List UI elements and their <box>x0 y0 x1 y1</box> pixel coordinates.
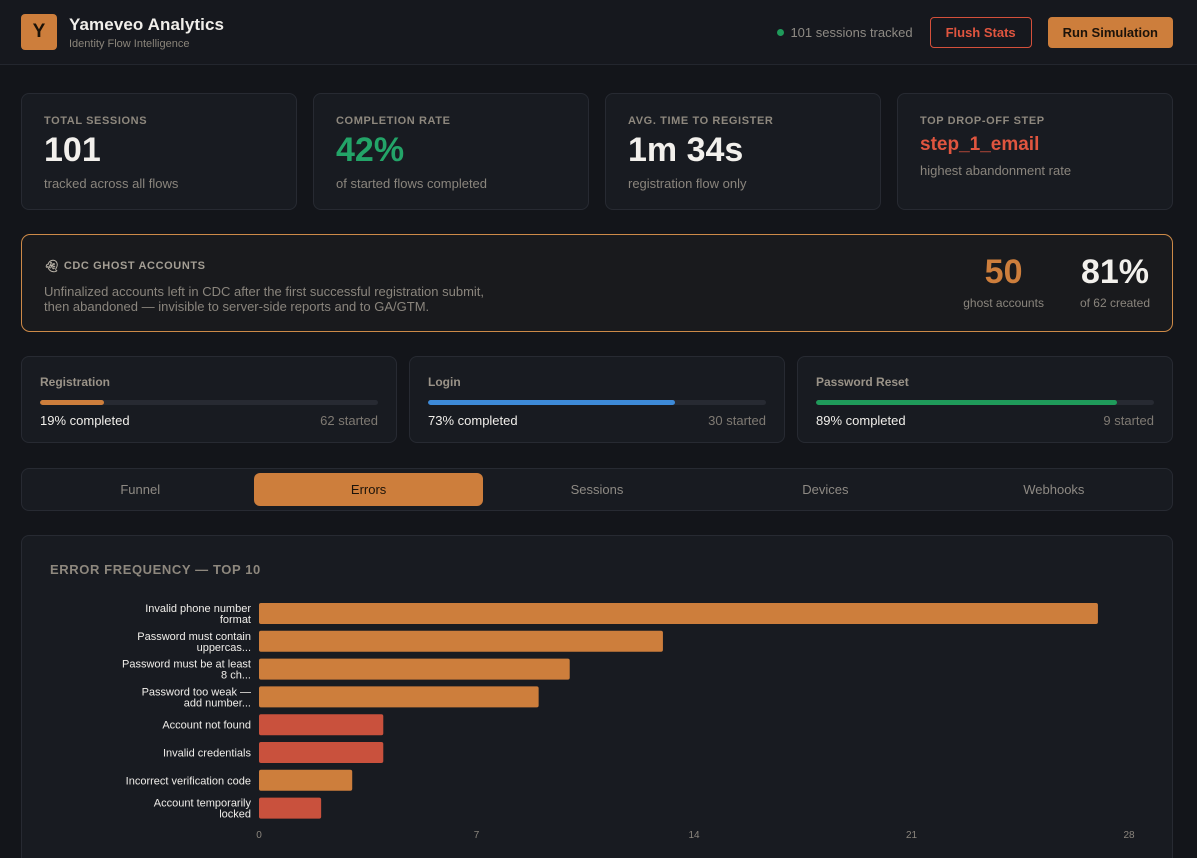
flow-footer: 73% completed 30 started <box>428 413 766 428</box>
kpi-sub: of started flows completed <box>336 176 488 192</box>
flow-name: Login <box>428 375 461 389</box>
flow-card-registration: Registration 19% completed 62 started <box>21 356 397 443</box>
tab-funnel[interactable]: Funnel <box>120 482 161 497</box>
flow-started: 30 started <box>708 413 766 428</box>
kpi-value: 1m 34s <box>628 131 744 169</box>
ghost-text: 👻︎ CDC GHOST ACCOUNTS Unfinalized accoun… <box>44 259 514 314</box>
error-category-label: Password must be at least 8 ch... <box>122 659 251 682</box>
flow-completed: 19% completed <box>40 413 130 428</box>
error-category-label: Password too weak — add number... <box>142 686 251 709</box>
kpi-value: step_1_email <box>920 134 1040 155</box>
error-frequency-chart: Invalid phone number format Password must … <box>122 603 1135 841</box>
kpi-card-avg-time: AVG. TIME TO REGISTER 1m 34s registratio… <box>605 93 881 210</box>
tab-errors[interactable]: Errors <box>254 473 483 506</box>
ghost-accounts-panel: 👻︎ CDC GHOST ACCOUNTS Unfinalized accoun… <box>21 234 1173 332</box>
kpi-label: TOTAL SESSIONS <box>44 115 148 127</box>
error-frequency-panel: ERROR FREQUENCY — TOP 10 Invalid phone n… <box>21 535 1173 858</box>
flush-stats-button[interactable]: Flush Stats <box>929 16 1032 48</box>
app-header: Y Yameveo Analytics Identity Flow Intell… <box>0 0 1197 65</box>
flow-completed: 89% completed <box>816 413 906 428</box>
flow-progress-track <box>428 400 766 405</box>
ghost-count-stat: 50 ghost accounts <box>963 253 1044 310</box>
header-actions: 101 sessions tracked Flush Stats Run Sim… <box>777 16 1173 48</box>
flow-started: 62 started <box>320 413 378 428</box>
live-status-dot-icon <box>777 28 785 36</box>
tab-devices[interactable]: Devices <box>802 482 849 497</box>
flow-progress-track <box>816 400 1154 405</box>
flow-name: Registration <box>40 375 111 389</box>
tab-bar: Funnel Errors Sessions Devices Webhooks <box>21 468 1173 511</box>
kpi-value: 101 <box>44 131 101 169</box>
ghost-count-label: ghost accounts <box>963 296 1044 310</box>
kpi-label: COMPLETION RATE <box>336 115 451 127</box>
logo-badge: Y <box>21 14 57 50</box>
flow-name: Password Reset <box>816 375 909 389</box>
flow-card-password-reset: Password Reset 89% completed 9 started <box>797 356 1173 443</box>
ghost-desc-line-2: then abandoned — invisible to server-sid… <box>44 299 430 314</box>
error-category-label: Invalid phone number format <box>145 603 251 626</box>
error-bar <box>259 603 1098 624</box>
error-bar <box>259 797 322 819</box>
kpi-card-top-drop-off: TOP DROP-OFF STEP step_1_email highest a… <box>897 93 1173 210</box>
ghost-stats: 50 ghost accounts 81% of 62 created <box>963 253 1150 310</box>
sessions-tracked-text: 101 sessions tracked <box>790 24 913 40</box>
x-tick-label: 14 <box>688 830 700 841</box>
ghost-percent-stat: 81% of 62 created <box>1080 253 1150 310</box>
ghost-percent-label: of 62 created <box>1079 296 1150 310</box>
flow-progress-fill <box>40 400 105 405</box>
ghost-label: CDC GHOST ACCOUNTS <box>63 260 206 272</box>
kpi-card-completion-rate: COMPLETION RATE 42% of started flows com… <box>313 93 589 210</box>
chart-title: ERROR FREQUENCY — TOP 10 <box>50 562 261 577</box>
ghost-icon: 👻︎ <box>44 259 60 273</box>
ghost-accounts-heading: 👻︎ CDC GHOST ACCOUNTS <box>44 259 514 273</box>
flow-card-login: Login 73% completed 30 started <box>409 356 785 443</box>
error-bar <box>259 630 663 652</box>
flow-footer: 19% completed 62 started <box>40 413 378 428</box>
flow-completed: 73% completed <box>428 413 518 428</box>
brand: Yameveo Analytics Identity Flow Intellig… <box>69 15 224 50</box>
tab-webhooks[interactable]: Webhooks <box>1023 482 1085 497</box>
ghost-percent-value: 81% <box>1080 253 1149 291</box>
error-bar <box>259 742 384 763</box>
x-tick-label: 21 <box>906 830 918 841</box>
x-tick-label: 7 <box>474 830 480 841</box>
kpi-sub: tracked across all flows <box>44 176 179 192</box>
flow-progress-fill <box>428 400 675 405</box>
flow-progress-track <box>40 400 378 405</box>
flow-started: 9 started <box>1103 413 1154 428</box>
error-bar <box>259 769 353 791</box>
error-category-label: Account not found <box>162 720 251 732</box>
ghost-description: Unfinalized accounts left in CDC after t… <box>44 284 514 314</box>
error-bar <box>259 714 384 736</box>
app-subtitle: Identity Flow Intelligence <box>69 37 190 50</box>
kpi-value: 42% <box>336 131 405 169</box>
run-simulation-button[interactable]: Run Simulation <box>1047 16 1173 48</box>
tab-sessions[interactable]: Sessions <box>570 482 624 497</box>
error-category-label: Invalid credentials <box>163 748 252 760</box>
error-category-label: Account temporarily locked <box>154 798 252 821</box>
kpi-sub: highest abandonment rate <box>920 162 1072 178</box>
flow-footer: 89% completed 9 started <box>816 413 1154 428</box>
x-tick-label: 28 <box>1123 830 1135 841</box>
kpi-label: TOP DROP-OFF STEP <box>920 115 1045 127</box>
error-category-label: Password must contain uppercas... <box>137 631 251 654</box>
error-bar <box>259 686 539 708</box>
error-category-label: Incorrect verification code <box>126 775 251 787</box>
kpi-card-total-sessions: TOTAL SESSIONS 101 tracked across all fl… <box>21 93 297 210</box>
kpi-label: AVG. TIME TO REGISTER <box>628 115 774 127</box>
flow-progress-fill <box>816 400 1117 405</box>
x-tick-label: 0 <box>256 830 262 841</box>
ghost-desc-line-1: Unfinalized accounts left in CDC after t… <box>44 284 485 299</box>
kpi-sub: registration flow only <box>628 176 747 192</box>
kpi-row: TOTAL SESSIONS 101 tracked across all fl… <box>21 93 1173 210</box>
flow-row: Registration 19% completed 62 started Lo… <box>21 356 1173 443</box>
ghost-count-value: 50 <box>984 253 1023 291</box>
app-title: Yameveo Analytics <box>69 14 225 34</box>
error-bar <box>259 658 570 680</box>
